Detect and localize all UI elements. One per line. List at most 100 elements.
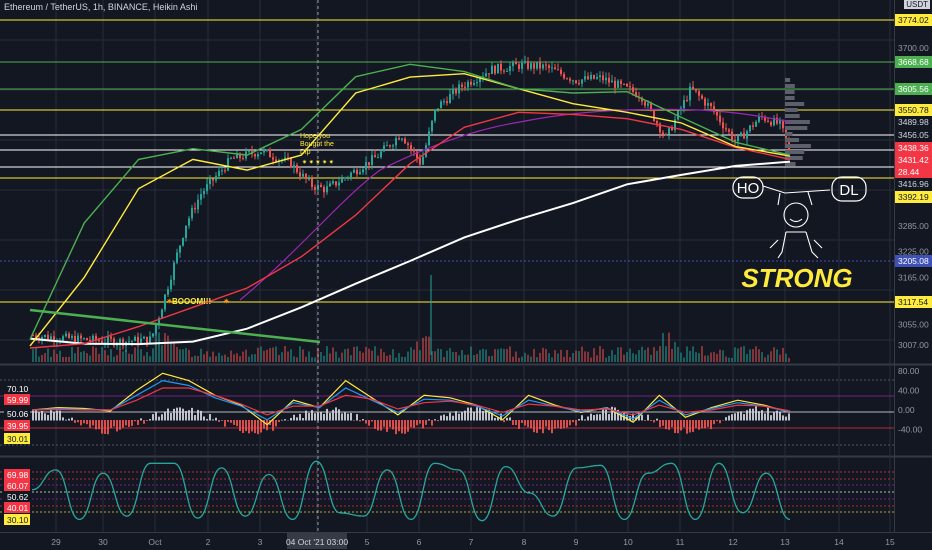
oscillator-axis-tick: 80.00 bbox=[898, 366, 920, 376]
candle-body bbox=[71, 336, 73, 338]
candle-body bbox=[449, 94, 451, 104]
histogram-bar bbox=[548, 420, 550, 431]
volume-bar bbox=[362, 352, 364, 362]
candle-body bbox=[203, 191, 205, 195]
histogram-bar bbox=[149, 419, 151, 421]
candle-body bbox=[341, 178, 343, 183]
histogram-bar bbox=[122, 420, 124, 428]
candle-body bbox=[641, 97, 643, 102]
candle-body bbox=[167, 289, 169, 295]
annotation-hope-text: Bought the bbox=[300, 141, 334, 148]
volume-bar bbox=[422, 337, 424, 362]
histogram-bar bbox=[245, 420, 247, 432]
volume-bar bbox=[668, 332, 670, 362]
histogram-bar bbox=[710, 420, 712, 430]
oscillator-level-label: 39.95 bbox=[7, 421, 29, 431]
candle-body bbox=[737, 136, 739, 142]
histogram-bar bbox=[467, 407, 469, 421]
candle-body bbox=[698, 91, 700, 96]
volume-bar bbox=[587, 351, 589, 362]
candle-body bbox=[689, 86, 691, 101]
candle-body bbox=[500, 63, 502, 71]
volume-bar bbox=[299, 346, 301, 362]
volume-bar bbox=[44, 353, 46, 362]
histogram-bar bbox=[572, 420, 574, 423]
histogram-bar bbox=[137, 420, 139, 425]
candle-body bbox=[659, 123, 661, 133]
histogram-bar bbox=[179, 407, 181, 421]
candle-body bbox=[332, 181, 334, 184]
candle-body bbox=[32, 335, 34, 337]
histogram-bar bbox=[425, 420, 427, 425]
volume-bar bbox=[86, 353, 88, 362]
candle-body bbox=[632, 87, 634, 92]
volume-bar bbox=[644, 350, 646, 362]
histogram-bar bbox=[521, 420, 523, 423]
histogram-bar bbox=[311, 410, 313, 421]
candle-body bbox=[461, 84, 463, 87]
volume-bar bbox=[671, 348, 673, 362]
histogram-bar bbox=[278, 420, 280, 423]
price-axis-label: 3668.68 bbox=[898, 57, 929, 67]
candle-body bbox=[509, 66, 511, 71]
histogram-bar bbox=[263, 420, 265, 429]
volume-bar bbox=[740, 346, 742, 362]
candle-body bbox=[191, 207, 193, 219]
histogram-bar bbox=[482, 410, 484, 421]
annotation-ho-badge bbox=[732, 176, 764, 199]
candle-body bbox=[113, 338, 115, 346]
time-axis-crosshair-label-bg bbox=[287, 533, 347, 549]
volume-bar bbox=[365, 346, 367, 362]
candle-body bbox=[542, 64, 544, 69]
histogram-bar bbox=[257, 420, 259, 435]
oscillator-histogram bbox=[32, 406, 790, 435]
volume-bar bbox=[95, 347, 97, 362]
candle-body bbox=[263, 149, 265, 153]
volume-bar bbox=[416, 341, 418, 362]
volume-bar bbox=[593, 348, 595, 362]
stoch-level-label-bg bbox=[4, 502, 30, 513]
volume-bar bbox=[722, 350, 724, 362]
volume-bar bbox=[638, 349, 640, 362]
volume-bar bbox=[140, 349, 142, 362]
volume-bar bbox=[704, 355, 706, 362]
histogram-bar bbox=[515, 420, 517, 426]
candle-body bbox=[218, 170, 220, 177]
volume-bar bbox=[47, 348, 49, 362]
candle-body bbox=[65, 333, 67, 337]
histogram-bar bbox=[95, 420, 97, 430]
candle-body bbox=[587, 76, 589, 80]
price-axis-label-bg bbox=[895, 154, 932, 166]
histogram-bar bbox=[374, 420, 376, 429]
candle-body bbox=[692, 86, 694, 89]
time-axis-tick: 6 bbox=[417, 537, 422, 547]
candle-body bbox=[767, 120, 769, 122]
currency-badge[interactable]: USDT bbox=[904, 0, 930, 9]
volume-bar bbox=[641, 346, 643, 362]
volume-bar bbox=[443, 357, 445, 362]
candle-body bbox=[41, 336, 43, 340]
volume-bar bbox=[404, 356, 406, 362]
candle-body bbox=[455, 89, 457, 94]
volume-bar bbox=[761, 352, 763, 362]
volume-bar bbox=[368, 348, 370, 362]
candle-body bbox=[656, 120, 658, 124]
volume-bar bbox=[338, 357, 340, 362]
volume-bar bbox=[80, 351, 82, 362]
volume-bar bbox=[536, 357, 538, 362]
histogram-bar bbox=[734, 413, 736, 421]
candle-body bbox=[185, 225, 187, 238]
candle-body bbox=[383, 145, 385, 152]
histogram-bar bbox=[89, 420, 91, 428]
candle-body bbox=[260, 152, 262, 155]
time-axis-tick: Oct bbox=[148, 537, 162, 547]
volume-bar bbox=[425, 336, 427, 362]
oscillator-axis-tick: 40.00 bbox=[898, 385, 920, 395]
histogram-bar bbox=[62, 417, 64, 421]
histogram-bar bbox=[317, 412, 319, 421]
candle-body bbox=[566, 78, 568, 80]
volume-bar bbox=[122, 351, 124, 362]
histogram-bar bbox=[59, 410, 61, 421]
candle-body bbox=[536, 62, 538, 69]
